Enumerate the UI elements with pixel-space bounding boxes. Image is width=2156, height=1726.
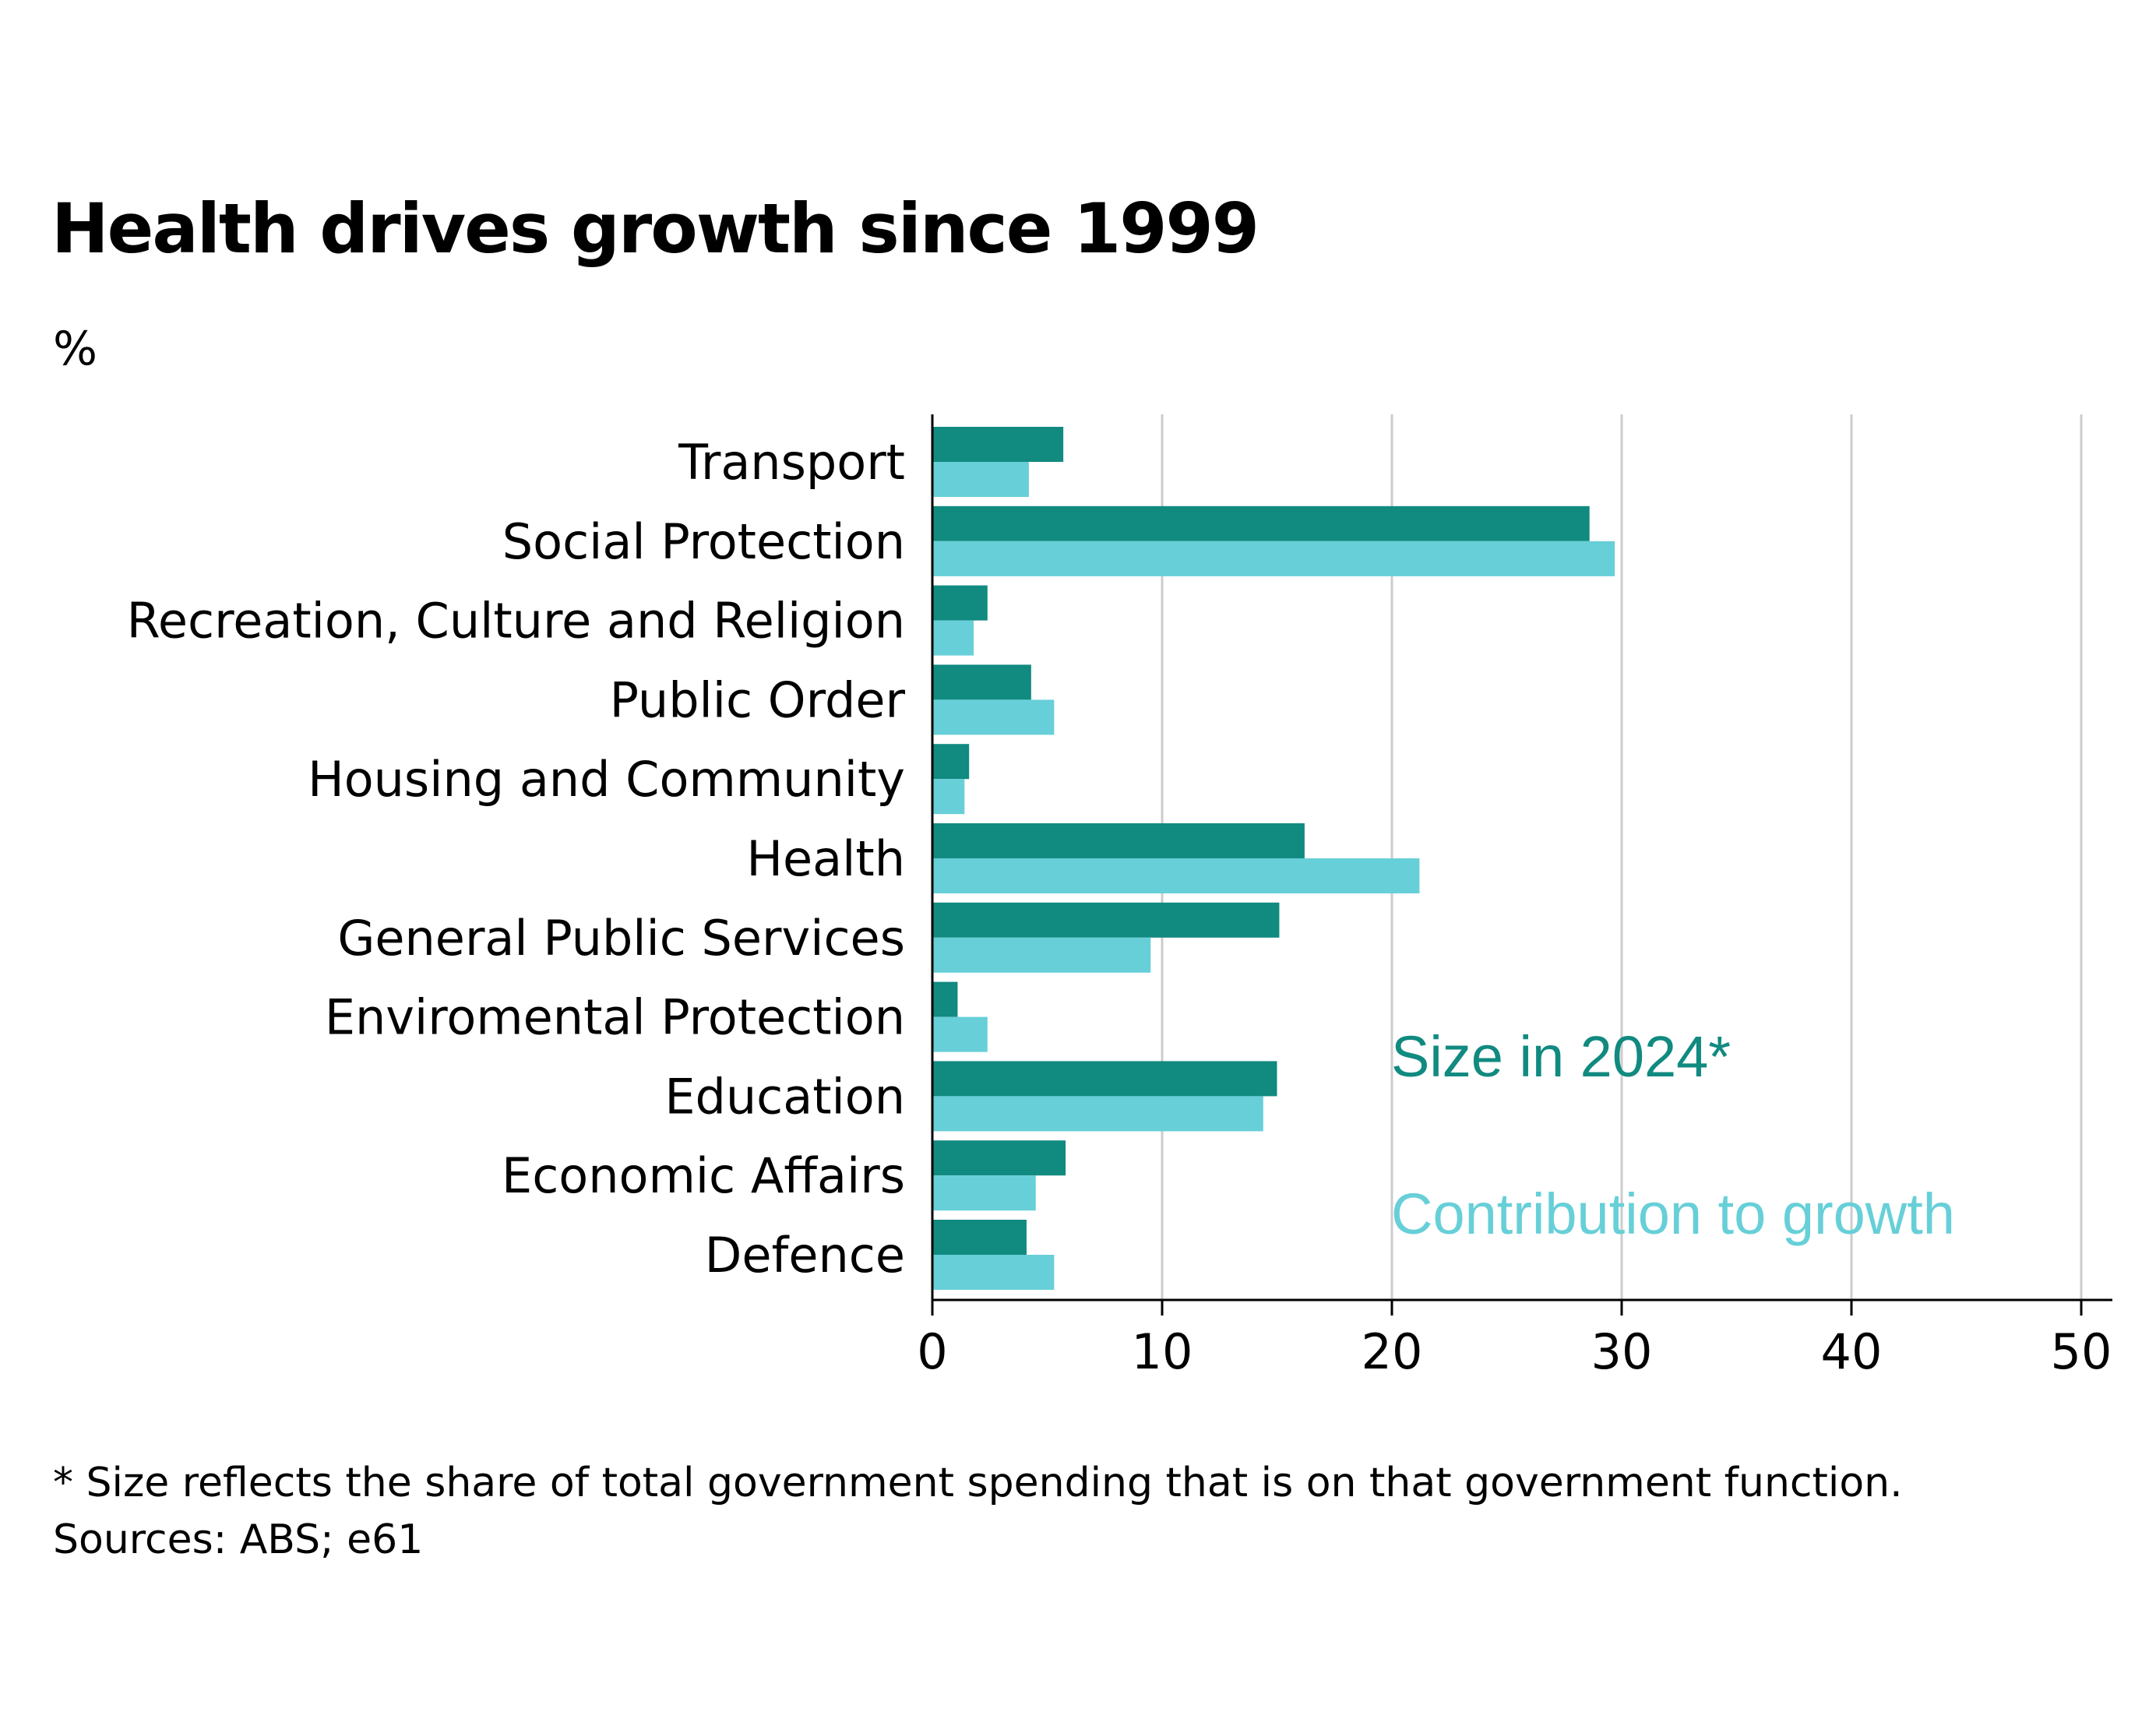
x-tick-label: 30 xyxy=(1591,1323,1653,1380)
bar-size-2024 xyxy=(932,664,1031,700)
category-label: Health xyxy=(746,830,905,887)
bar-contribution xyxy=(932,1096,1263,1132)
category-label: Transport xyxy=(678,434,905,491)
bar-size-2024 xyxy=(932,1061,1277,1097)
category-label: General Public Services xyxy=(337,910,905,967)
category-label: Enviromental Protection xyxy=(325,989,905,1046)
category-label: Social Protection xyxy=(502,513,905,570)
bar-contribution xyxy=(932,858,1420,893)
bar-size-2024 xyxy=(932,744,970,780)
bar-size-2024 xyxy=(932,505,1590,541)
x-tick-label: 0 xyxy=(917,1323,947,1380)
series-label: Size in 2024* xyxy=(1391,1024,1731,1089)
bars xyxy=(932,427,1615,1290)
category-label: Public Order xyxy=(610,671,906,728)
bar-contribution xyxy=(932,937,1151,973)
x-tick-label: 20 xyxy=(1362,1323,1423,1380)
bar-contribution xyxy=(932,1016,988,1052)
category-label: Education xyxy=(664,1068,905,1125)
bar-size-2024 xyxy=(932,427,1064,462)
footnote-text: * Size reflects the share of total gover… xyxy=(53,1460,1903,1506)
series-labels: Size in 2024* Contribution to growth xyxy=(1391,1024,1955,1246)
bar-contribution xyxy=(932,1175,1036,1211)
category-label: Housing and Community xyxy=(308,751,905,808)
x-axis: 0 10 20 30 40 50 xyxy=(917,414,2112,1380)
bar-size-2024 xyxy=(932,981,958,1017)
bar-size-2024 xyxy=(932,1140,1066,1176)
chart-title: Health drives growth since 1999 xyxy=(51,188,1259,269)
bar-contribution xyxy=(932,620,974,656)
unit-label: % xyxy=(53,322,98,376)
series-label: Contribution to growth xyxy=(1391,1182,1955,1246)
bar-size-2024 xyxy=(932,823,1305,858)
bar-contribution xyxy=(932,699,1055,735)
x-tick-label: 40 xyxy=(1821,1323,1883,1380)
sources-text: Sources: ABS; e61 xyxy=(53,1516,424,1563)
category-label: Economic Affairs xyxy=(502,1147,905,1204)
bar-contribution xyxy=(932,541,1615,576)
bar-contribution xyxy=(932,1255,1055,1290)
bar-size-2024 xyxy=(932,585,988,621)
x-tick-label: 10 xyxy=(1132,1323,1193,1380)
bar-size-2024 xyxy=(932,1220,1027,1255)
category-label: Defence xyxy=(705,1227,905,1284)
category-label: Recreation, Culture and Religion xyxy=(127,593,905,650)
bar-contribution xyxy=(932,779,965,815)
category-labels: Transport Social Protection Recreation, Cu… xyxy=(127,434,906,1284)
bar-size-2024 xyxy=(932,902,1280,938)
footnote-block: * Size reflects the share of total gover… xyxy=(53,1455,1903,1569)
x-tick-label: 50 xyxy=(2051,1323,2112,1380)
bar-contribution xyxy=(932,462,1029,497)
